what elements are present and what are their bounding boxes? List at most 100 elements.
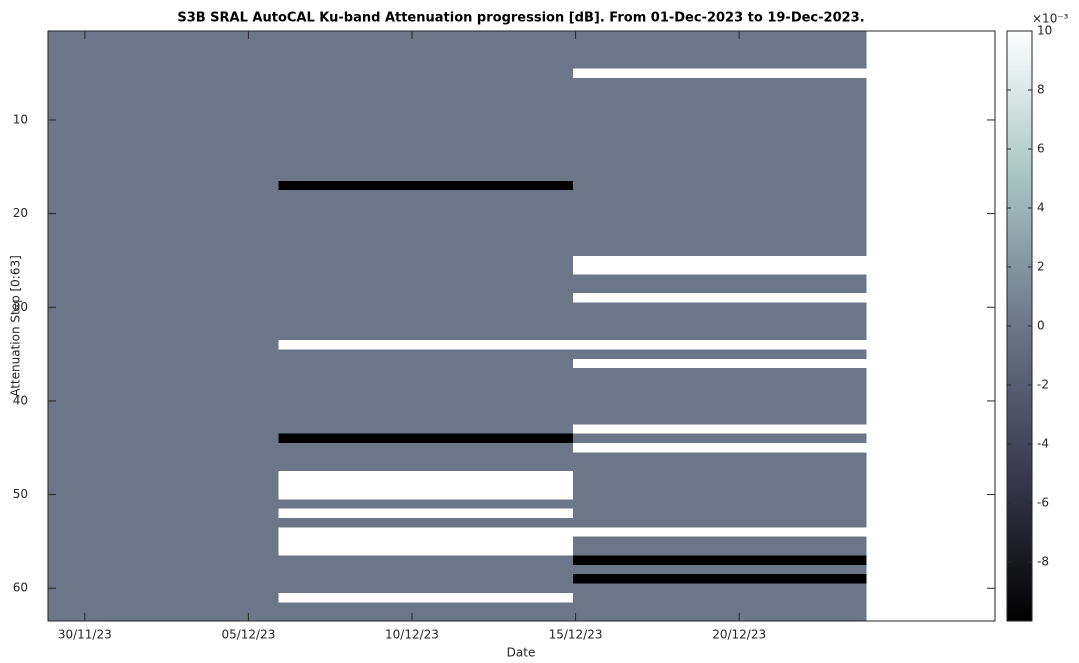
heatmap-cell (48, 255, 279, 266)
heatmap-cell (572, 424, 867, 435)
heatmap-cell (572, 396, 867, 407)
heatmap-cell (572, 87, 867, 98)
heatmap-cell (278, 124, 574, 135)
heatmap-cell (48, 49, 279, 60)
heatmap-cell (48, 546, 279, 556)
heatmap-cell (572, 386, 867, 397)
heatmap-cell (572, 293, 867, 304)
colorbar-tick-label: -4 (1037, 437, 1049, 451)
heatmap-cell (48, 414, 279, 425)
heatmap-cell (48, 368, 279, 379)
y-tick-label: 30 (13, 300, 28, 314)
heatmap-cell (278, 602, 574, 613)
heatmap-cell (572, 452, 867, 463)
heatmap-cell (572, 31, 867, 41)
heatmap (48, 31, 867, 622)
heatmap-cell (48, 77, 279, 88)
heatmap-cell (48, 358, 279, 369)
heatmap-cell (278, 489, 574, 500)
colorbar-tick-label: 8 (1037, 83, 1045, 97)
heatmap-cell (48, 115, 279, 126)
heatmap-cell (572, 190, 867, 201)
colorbar (1006, 30, 1033, 622)
heatmap-cell (48, 405, 279, 416)
heatmap-cell (48, 68, 279, 79)
heatmap-cell (278, 508, 574, 519)
heatmap-cell (572, 602, 867, 613)
heatmap-cell (48, 293, 279, 304)
x-tick-label: 30/11/23 (58, 628, 112, 642)
heatmap-cell (278, 592, 574, 603)
heatmap-cell (48, 592, 279, 603)
heatmap-cell (48, 536, 279, 547)
heatmap-cell (48, 555, 279, 566)
heatmap-cell (278, 386, 574, 397)
y-tick-label: 60 (13, 581, 28, 595)
heatmap-cell (48, 321, 279, 332)
heatmap-cell (572, 340, 867, 350)
heatmap-cell (278, 274, 574, 285)
heatmap-cell (48, 517, 279, 528)
heatmap-cell (48, 349, 279, 360)
heatmap-cell (572, 321, 867, 332)
x-axis-label: Date (507, 646, 536, 660)
heatmap-cell (572, 246, 867, 257)
axes-frame (47, 30, 996, 622)
heatmap-cell (48, 124, 279, 135)
y-tick-label: 50 (13, 487, 28, 501)
heatmap-cell (572, 302, 867, 313)
heatmap-cell (48, 480, 279, 491)
heatmap-cell (48, 564, 279, 575)
heatmap-cell (572, 443, 867, 453)
heatmap-cell (48, 246, 279, 257)
heatmap-cell (572, 349, 867, 360)
heatmap-cell (48, 31, 279, 41)
heatmap-cell (572, 237, 867, 247)
heatmap-cell (572, 208, 867, 219)
heatmap-cell (278, 499, 574, 510)
heatmap-cell (572, 555, 867, 566)
heatmap-cell (278, 237, 574, 247)
heatmap-cell (48, 377, 279, 388)
heatmap-cell (48, 265, 279, 275)
y-tick-label: 10 (13, 112, 28, 126)
heatmap-cell (278, 255, 574, 266)
heatmap-cell (278, 134, 574, 144)
heatmap-cell (278, 405, 574, 416)
heatmap-cell (572, 143, 867, 154)
heatmap-cell (572, 274, 867, 285)
colorbar-tick-label: -8 (1037, 555, 1049, 569)
y-tick-label: 40 (13, 393, 28, 407)
heatmap-cell (278, 311, 574, 322)
heatmap-cell (572, 377, 867, 388)
heatmap-cell (278, 68, 574, 79)
heatmap-cell (48, 40, 279, 51)
heatmap-cell (48, 489, 279, 500)
heatmap-cell (572, 255, 867, 266)
heatmap-cell (48, 283, 279, 294)
heatmap-cell (48, 340, 279, 350)
heatmap-cell (278, 330, 574, 341)
heatmap-cell (278, 536, 574, 547)
heatmap-cell (572, 171, 867, 182)
heatmap-cell (572, 330, 867, 341)
heatmap-cell (48, 386, 279, 397)
heatmap-cell (278, 546, 574, 556)
heatmap-cell (278, 171, 574, 182)
heatmap-cell (572, 283, 867, 294)
heatmap-cell (572, 77, 867, 88)
heatmap-cell (572, 358, 867, 369)
heatmap-cell (572, 574, 867, 585)
heatmap-cell (278, 452, 574, 463)
heatmap-cell (278, 414, 574, 425)
heatmap-cell (48, 208, 279, 219)
heatmap-cell (48, 583, 279, 594)
x-tick-label: 10/12/23 (385, 628, 439, 642)
heatmap-cell (572, 489, 867, 500)
heatmap-cell (278, 480, 574, 491)
heatmap-cell (572, 180, 867, 191)
heatmap-cell (572, 461, 867, 472)
heatmap-cell (278, 105, 574, 116)
heatmap-cell (48, 443, 279, 453)
heatmap-cell (278, 227, 574, 238)
